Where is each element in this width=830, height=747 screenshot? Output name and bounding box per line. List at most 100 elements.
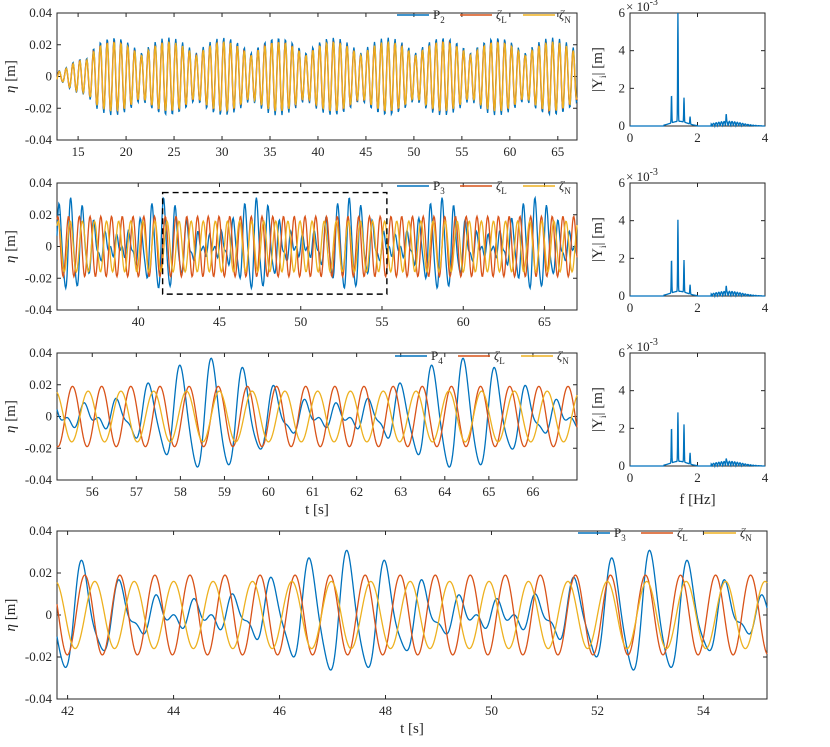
- y-axis-label: |Yi| [m]: [590, 47, 608, 92]
- y-tick-label: 0: [46, 607, 53, 622]
- x-tick-label: 4: [762, 470, 769, 485]
- x-tick-label: 55: [376, 314, 389, 329]
- y-tick-label: 0.04: [29, 5, 52, 20]
- x-tick-label: 4: [762, 130, 769, 145]
- axes-box: [629, 352, 766, 467]
- time-series-panel-1: 15 20 25 30 35 40 45 50 55 60 65 -0.04 -0.02 0 0.02 0.0…: [3, 5, 578, 159]
- x-tick-label: 0: [627, 130, 634, 145]
- y-tick-label: -0.02: [25, 270, 52, 285]
- y-tick-label: -0.04: [25, 302, 53, 317]
- x-tick-label: 64: [438, 484, 452, 499]
- series-line-zetaL: [56, 385, 578, 448]
- x-tick-label: 25: [168, 144, 181, 159]
- y-tick-label: 0.04: [29, 345, 52, 360]
- x-tick-label: 57: [130, 484, 144, 499]
- y-tick-label: 0: [619, 458, 626, 473]
- y-tick-label: 0: [619, 288, 626, 303]
- y-tick-label: 0.02: [29, 37, 52, 52]
- x-tick-label: 62: [350, 484, 363, 499]
- x-tick-label: 60: [457, 314, 470, 329]
- y-tick-label: 0.04: [29, 523, 52, 538]
- y-tick-label: 2: [619, 420, 626, 435]
- time-series-panel-2: 40 45 50 55 60 65 -0.04 -0.02 0 0.02 0.04 η [m] P3 ζL…: [3, 175, 578, 329]
- x-tick-label: 45: [213, 314, 226, 329]
- x-tick-label: 63: [394, 484, 407, 499]
- spectrum-panel-1: 0 2 4 0 2 4 6 |Yi| [m] × 10-3: [590, 0, 769, 145]
- time-series-panel-3: 56 57 58 59 60 61 62 63 64 65 66 -0.04 -0.02 0 0.02 0.0…: [3, 345, 578, 518]
- x-tick-label: 60: [262, 484, 275, 499]
- x-tick-label: 65: [482, 484, 495, 499]
- x-tick-label: 66: [526, 484, 540, 499]
- x-tick-label: 50: [407, 144, 420, 159]
- spectrum-panel-2: 0 2 4 0 2 4 6 |Yi| [m] × 10-3: [590, 167, 769, 315]
- axes-box: [629, 12, 766, 127]
- x-tick-label: 58: [174, 484, 187, 499]
- x-tick-label: 44: [167, 703, 181, 718]
- x-tick-label: 2: [694, 300, 701, 315]
- legend: P3 ζL ζN: [578, 525, 752, 543]
- legend-label: ζL: [496, 7, 507, 25]
- x-tick-label: 42: [61, 703, 74, 718]
- y-tick-label: 2: [619, 250, 626, 265]
- spectrum-line: [630, 12, 765, 129]
- y-tick-label: 0: [619, 118, 626, 133]
- x-tick-label: 55: [455, 144, 468, 159]
- legend: P4 ζL ζN: [395, 348, 569, 366]
- x-tick-label: 65: [551, 144, 564, 159]
- x-tick-label: 54: [697, 703, 711, 718]
- x-tick-label: 40: [311, 144, 324, 159]
- x-tick-label: 61: [306, 484, 319, 499]
- y-tick-label: 6: [619, 345, 626, 360]
- y-tick-label: -0.04: [25, 691, 53, 706]
- series-line-zetaN: [56, 41, 578, 113]
- legend-label: ζN: [557, 348, 569, 366]
- y-tick-label: 0.02: [29, 207, 52, 222]
- legend-label: ζN: [559, 178, 571, 196]
- x-tick-label: 59: [218, 484, 231, 499]
- x-tick-label: 15: [72, 144, 85, 159]
- y-axis-label: |Yi| [m]: [590, 217, 608, 262]
- y-axis-label: η [m]: [3, 60, 19, 93]
- y-tick-label: -0.02: [25, 440, 52, 455]
- y-tick-label: -0.04: [25, 132, 53, 147]
- legend-label: P3: [433, 178, 445, 196]
- x-axis-label: t [s]: [400, 721, 424, 737]
- y-tick-label: 2: [619, 80, 626, 95]
- x-tick-label: 2: [694, 470, 701, 485]
- legend: P2 ζL ζN: [397, 7, 571, 25]
- x-tick-label: 40: [132, 314, 145, 329]
- y-tick-label: -0.02: [25, 649, 52, 664]
- y-axis-label: η [m]: [3, 230, 19, 263]
- x-tick-label: 52: [591, 703, 604, 718]
- legend-label: ζL: [494, 348, 505, 366]
- spectrum-panel-3: 0 2 4 0 2 4 6 |Yi| [m] × 10-3 f [Hz]: [590, 337, 769, 508]
- x-tick-label: 20: [120, 144, 133, 159]
- x-tick-label: 0: [627, 300, 634, 315]
- y-tick-label: 0: [46, 69, 53, 84]
- axes-box: [629, 182, 766, 297]
- x-tick-label: 56: [86, 484, 100, 499]
- x-tick-label: 65: [538, 314, 551, 329]
- time-series-panel-4: 42 44 46 48 50 52 54 -0.04 -0.02 0 0.02 0.04 η [m] t …: [3, 523, 768, 737]
- legend-label: ζL: [496, 178, 507, 196]
- legend-label: P4: [431, 348, 443, 366]
- spectrum-line: [630, 412, 765, 469]
- y-axis-label: η [m]: [3, 400, 19, 433]
- legend-label: ζN: [740, 525, 752, 543]
- series-line-P: [56, 357, 578, 468]
- y-tick-label: 4: [619, 213, 626, 228]
- legend-label: P3: [614, 525, 626, 543]
- x-axis-label: t [s]: [305, 502, 329, 518]
- y-tick-label: 0: [46, 409, 53, 424]
- axis-exponent: × 10-3: [626, 167, 658, 184]
- x-tick-label: 30: [216, 144, 229, 159]
- x-tick-label: 48: [379, 703, 392, 718]
- x-tick-label: 50: [294, 314, 307, 329]
- series-line-zetaN: [56, 580, 768, 650]
- x-tick-label: 60: [503, 144, 516, 159]
- y-tick-label: 4: [619, 383, 626, 398]
- series-line-zetaN: [56, 390, 578, 443]
- x-tick-label: 2: [694, 130, 701, 145]
- zoom-box: [161, 191, 388, 295]
